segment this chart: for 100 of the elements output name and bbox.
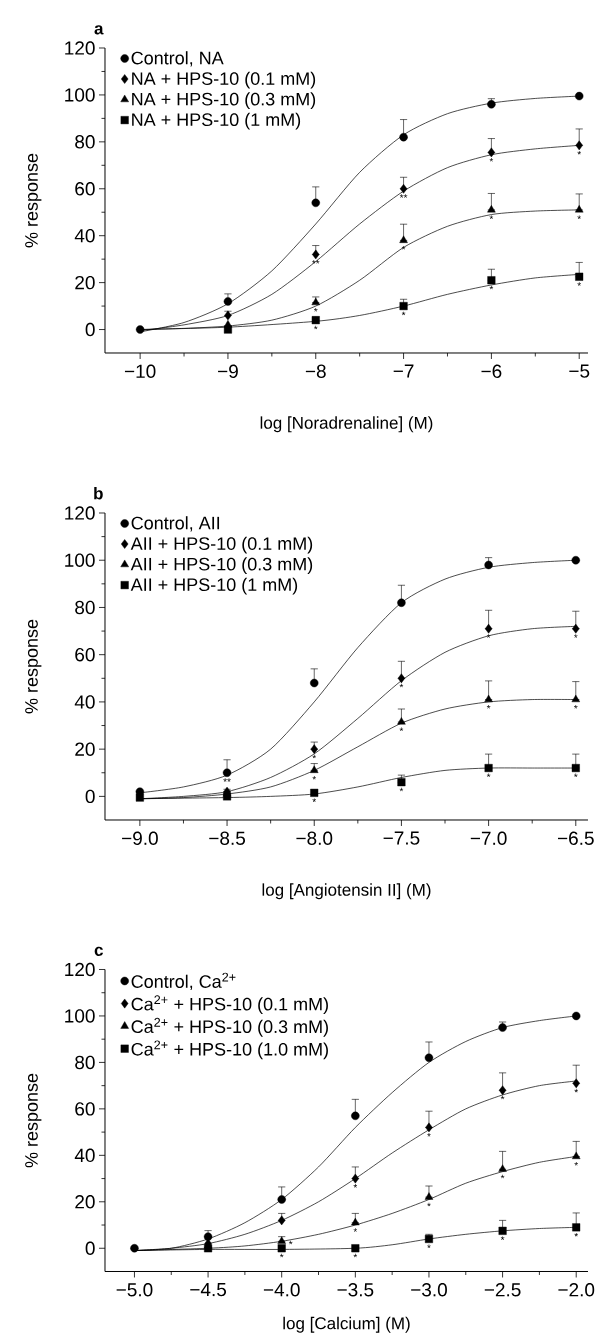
legend-label: Control, NA	[131, 51, 224, 67]
x-tick-label: −8.5	[209, 831, 246, 845]
data-label: *	[574, 1162, 578, 1166]
y-axis-title: % response	[25, 153, 42, 248]
x-tick-label: −10	[124, 364, 156, 378]
y-tick-label: 20	[75, 742, 95, 756]
x-tick-label: −4.0	[263, 1283, 300, 1297]
data-label: *	[486, 634, 491, 638]
data-label: *	[288, 1240, 293, 1245]
y-axis-title: % response	[25, 1073, 42, 1168]
chart-title: c	[94, 946, 103, 956]
x-axis-title: log [Angiotensin II] (M)	[262, 883, 431, 900]
data-label: *	[427, 1244, 431, 1249]
data-label: *	[574, 634, 578, 638]
y-tick-label: 80	[75, 600, 95, 615]
legend-label: NA + HPS-10 (1 mM)	[132, 112, 301, 130]
data-label: *	[489, 215, 494, 219]
x-tick-label: −2.5	[484, 1283, 521, 1297]
x-axis-title: log [Noradrenaline] (M)	[260, 416, 433, 433]
legend-label: AII + HPS-10 (0.1 mM)	[130, 536, 313, 554]
data-label: *	[577, 150, 581, 155]
data-label: *	[577, 215, 581, 219]
y-tick-label: 40	[74, 228, 95, 243]
y-tick-label: 100	[65, 553, 95, 567]
data-label: *	[500, 1236, 505, 1240]
y-tick-label: 120	[65, 962, 95, 977]
y-tick-label: 100	[65, 88, 95, 102]
y-tick-label: 120	[65, 41, 95, 55]
y-tick-label: 100	[65, 1009, 95, 1023]
data-label: *	[574, 1088, 578, 1093]
legend-label: NA + HPS-10 (0.3 mM)	[132, 92, 316, 110]
y-tick-label: 80	[75, 135, 95, 149]
y-tick-label: 20	[75, 275, 95, 290]
y-tick-label: 0	[85, 322, 95, 337]
chart-title: b	[94, 486, 103, 500]
y-tick-label: 60	[75, 1102, 95, 1116]
data-label: *	[313, 308, 318, 312]
data-label: *	[489, 285, 494, 290]
legend-label: NA + HPS-10 (0.1 mM)	[132, 71, 316, 89]
data-label: *	[312, 798, 317, 802]
data-label: *	[500, 1174, 505, 1179]
legend-label: AII + HPS-10 (0.3 mM)	[130, 557, 313, 575]
data-label: *	[574, 1232, 578, 1237]
data-label: *	[486, 773, 491, 778]
data-label: *	[399, 727, 404, 732]
y-tick-label: 0	[85, 1241, 95, 1255]
data-label: *	[312, 775, 317, 780]
y-tick-label: 60	[75, 647, 95, 662]
data-label: *	[486, 705, 491, 709]
y-tick-label: 0	[85, 789, 95, 804]
legend-label: Ca$^{2+}$ + HPS-10 (0.1 mM)	[131, 995, 328, 1015]
legend-label: Control, Ca$^{2+}$	[131, 972, 236, 991]
data-label: *	[353, 1228, 358, 1232]
x-tick-label: −2.0	[558, 1283, 595, 1297]
x-tick-label: −4.5	[190, 1283, 227, 1297]
x-tick-label: −5	[569, 364, 590, 378]
x-tick-label: −6.5	[557, 831, 594, 845]
y-tick-label: 80	[75, 1055, 95, 1070]
x-axis-title: log [Calcium] (M)	[283, 1316, 410, 1333]
x-tick-label: −7	[393, 364, 414, 378]
data-label: *	[427, 1202, 431, 1207]
data-label: *	[399, 683, 404, 688]
data-label: *	[489, 157, 494, 162]
data-label: *	[313, 325, 318, 330]
x-tick-label: −7.5	[383, 831, 420, 845]
data-label: **	[312, 260, 320, 264]
legend-label: Control, AII	[131, 516, 220, 532]
x-tick-label: −9.0	[122, 831, 158, 845]
x-tick-label: −8.0	[296, 831, 333, 845]
legend-label: Ca$^{2+}$ + HPS-10 (0.3 mM)	[131, 1017, 328, 1037]
y-tick-label: 120	[65, 506, 95, 520]
data-label: *	[353, 1253, 358, 1258]
y-tick-label: 40	[74, 695, 95, 709]
x-tick-label: −5.0	[116, 1283, 153, 1297]
data-label: **	[399, 194, 408, 198]
data-label: *	[312, 754, 317, 759]
data-label: *	[279, 1253, 284, 1258]
x-tick-label: −7.0	[470, 831, 507, 845]
data-label: *	[399, 787, 404, 792]
data-label: *	[401, 311, 406, 316]
x-tick-label: −6	[481, 364, 502, 378]
chart-title: a	[94, 25, 104, 35]
data-label: *	[574, 705, 578, 709]
x-tick-label: −3.0	[411, 1283, 447, 1297]
data-label: *	[427, 1133, 431, 1137]
legend-label: AII + HPS-10 (1 mM)	[130, 577, 298, 595]
y-tick-label: 20	[75, 1195, 95, 1209]
y-tick-label: 60	[75, 182, 95, 196]
data-label: *	[500, 1095, 505, 1100]
data-label: *	[401, 245, 406, 250]
y-axis-title: % response	[25, 619, 42, 714]
x-tick-label: −9	[218, 364, 238, 378]
x-tick-label: −8	[305, 364, 326, 378]
data-label: *	[577, 282, 581, 286]
data-label: **	[223, 778, 231, 782]
y-tick-label: 40	[74, 1148, 95, 1163]
legend-label: Ca$^{2+}$ + HPS-10 (1.0 mM)	[131, 1040, 328, 1060]
data-label: *	[574, 773, 578, 778]
data-label: *	[353, 1184, 358, 1188]
x-tick-label: −3.5	[337, 1283, 374, 1297]
